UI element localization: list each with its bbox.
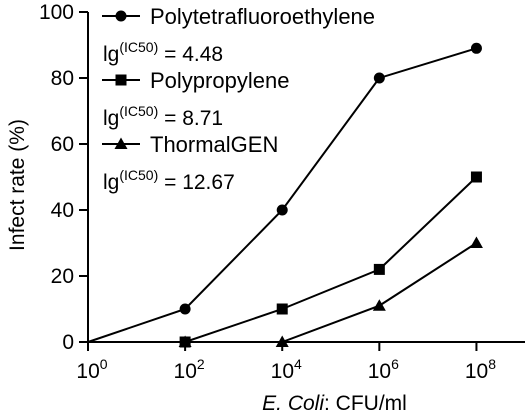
y-tick-label: 80 — [51, 67, 74, 90]
ic50-annotation-1: lg(IC50) = 8.71 — [103, 103, 223, 130]
data-point — [178, 335, 192, 347]
data-point — [373, 72, 385, 84]
data-point — [179, 303, 191, 315]
data-point — [276, 204, 288, 216]
legend-label-2: ThormalGEN — [150, 132, 278, 157]
x-tick-label: 106 — [368, 356, 399, 383]
y-tick-label: 40 — [51, 199, 74, 222]
series-line-1 — [88, 176, 478, 343]
data-point — [470, 42, 482, 54]
x-tick-label: 100 — [76, 356, 107, 383]
y-tick-label: 100 — [39, 1, 74, 24]
data-point — [373, 263, 385, 275]
y-tick-label: 20 — [51, 265, 74, 288]
legend-label-0: Polytetrafluoroethylene — [150, 4, 375, 29]
legend-marker-0 — [115, 10, 127, 22]
data-point — [276, 303, 288, 315]
series-line-2 — [88, 242, 477, 343]
data-point — [469, 236, 483, 248]
y-tick-label: 60 — [51, 133, 74, 156]
y-tick-label: 0 — [62, 331, 74, 354]
ic50-annotation-0: lg(IC50) = 4.48 — [103, 39, 223, 66]
data-point — [275, 335, 289, 347]
x-tick-label: 102 — [174, 356, 205, 383]
x-tick-label: 104 — [271, 356, 302, 383]
legend-label-1: Polypropylene — [150, 68, 289, 93]
data-point — [372, 299, 386, 311]
x-axis-title: E. Coli: CFU/ml — [262, 392, 407, 414]
legend-marker-1 — [115, 74, 127, 86]
ic50-annotation-2: lg(IC50) = 12.67 — [103, 167, 235, 194]
x-tick-label: 108 — [465, 356, 496, 383]
y-axis-title: Infect rate (%) — [6, 119, 29, 251]
data-point — [470, 171, 482, 183]
legend-marker-2 — [114, 137, 128, 149]
